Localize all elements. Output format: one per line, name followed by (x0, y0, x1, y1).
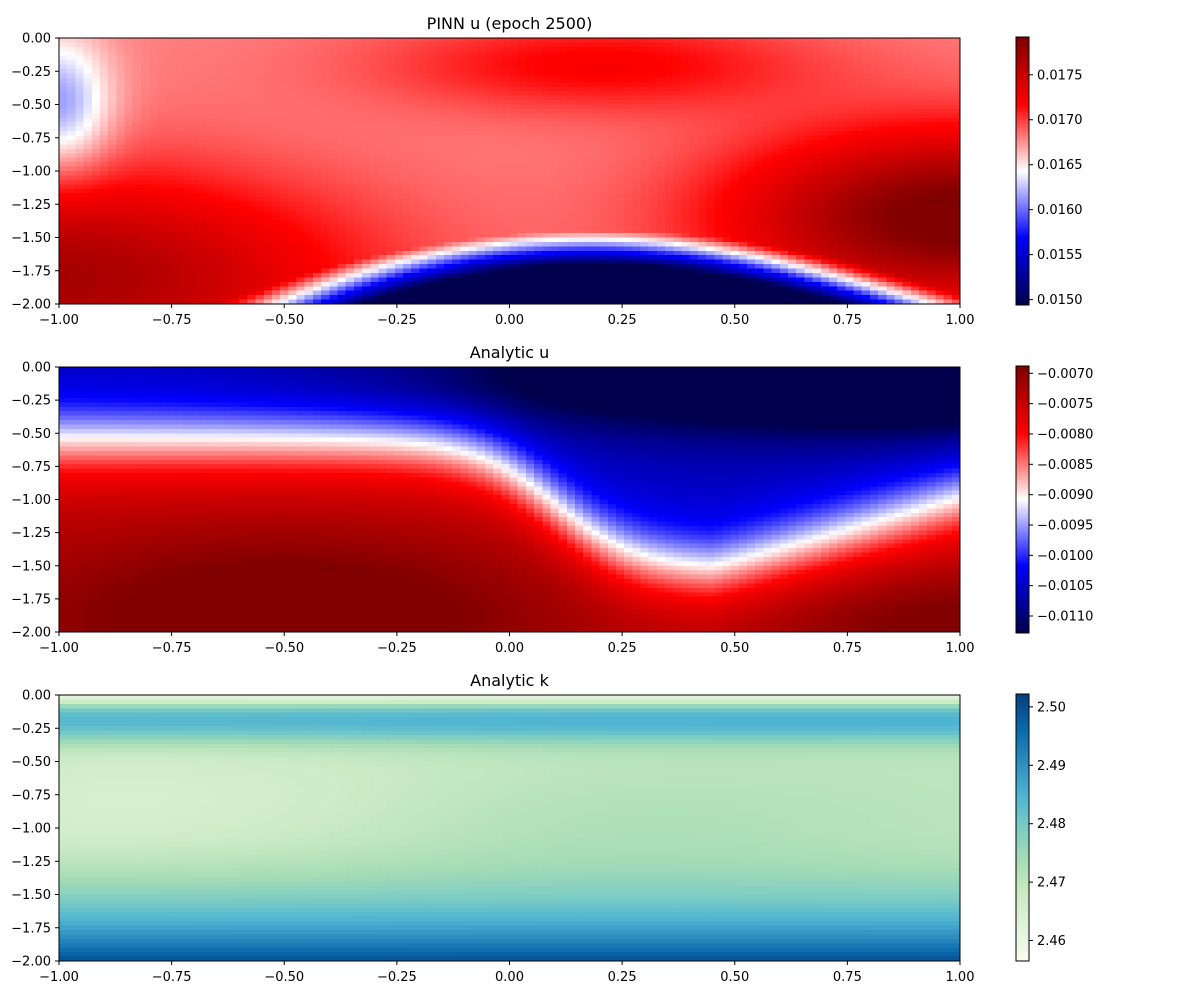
heatmap-image (59, 38, 960, 304)
x-tick-label: 0.75 (833, 313, 862, 328)
y-tick-label: −1.75 (11, 264, 51, 279)
colorbar-tick-label: −0.0090 (1037, 488, 1093, 503)
y-tick-label: −0.25 (11, 722, 51, 737)
colorbar (1016, 37, 1029, 305)
y-tick-label: −2.00 (11, 955, 51, 970)
y-tick-label: −1.50 (11, 888, 51, 903)
x-tick-label: 0.25 (608, 970, 637, 985)
y-tick-label: −1.75 (11, 921, 51, 936)
x-tick-label: −0.75 (152, 970, 192, 985)
y-tick-label: −1.25 (11, 198, 51, 213)
heatmap-image (59, 367, 960, 632)
y-tick-label: −2.00 (11, 626, 51, 641)
y-tick-label: −1.25 (11, 526, 51, 541)
colorbar-frame (1015, 36, 1030, 306)
colorbar-tick-label: 0.0170 (1037, 113, 1083, 128)
x-tick-label: −0.75 (152, 313, 192, 328)
y-tick-label: −1.00 (11, 493, 51, 508)
x-tick-label: 1.00 (946, 641, 975, 656)
x-tick-label: −0.75 (152, 641, 192, 656)
colorbar-tick-label: 2.47 (1037, 876, 1066, 891)
x-tick-label: −1.00 (39, 641, 79, 656)
x-tick-label: 0.50 (720, 313, 749, 328)
x-tick-label: 0.75 (833, 970, 862, 985)
x-tick-label: 1.00 (946, 313, 975, 328)
panel-title: Analytic k (470, 671, 549, 690)
x-tick-label: −0.50 (264, 313, 304, 328)
y-tick-label: −0.75 (11, 131, 51, 146)
colorbar-frame (1015, 693, 1030, 962)
colorbar-tick-label: 2.49 (1037, 759, 1066, 774)
colorbar-tick-label: 2.50 (1037, 700, 1066, 715)
x-tick-label: 0.50 (720, 970, 749, 985)
x-tick-label: −0.25 (377, 313, 417, 328)
y-tick-label: −1.50 (11, 231, 51, 246)
y-tick-label: −1.00 (11, 165, 51, 180)
panel-title: Analytic u (470, 343, 550, 362)
x-tick-label: 0.25 (608, 641, 637, 656)
x-tick-label: 0.00 (495, 970, 524, 985)
x-tick-label: 0.00 (495, 641, 524, 656)
y-tick-label: 0.00 (22, 689, 51, 704)
y-tick-label: 0.00 (22, 361, 51, 376)
colorbar-tick-label: −0.0080 (1037, 427, 1093, 442)
y-tick-label: −1.50 (11, 559, 51, 574)
panel-title: PINN u (epoch 2500) (427, 14, 593, 33)
colorbar-tick-label: 2.48 (1037, 817, 1066, 832)
colorbar-frame (1015, 365, 1030, 634)
colorbar-tick-label: −0.0070 (1037, 367, 1093, 382)
y-tick-label: −0.25 (11, 65, 51, 80)
x-tick-label: 1.00 (946, 970, 975, 985)
y-tick-label: −0.75 (11, 460, 51, 475)
x-tick-label: −0.50 (264, 970, 304, 985)
x-tick-label: −1.00 (39, 313, 79, 328)
y-tick-label: −0.25 (11, 394, 51, 409)
y-tick-label: −1.75 (11, 592, 51, 607)
y-tick-label: −0.50 (11, 755, 51, 770)
panel-3: Analytic k −1.00 −0.75 −0.50 −0.25 0.00 0.25 0.… (11, 671, 1066, 985)
colorbar (1016, 366, 1029, 633)
y-tick-label: −1.25 (11, 855, 51, 870)
x-tick-label: −0.25 (377, 641, 417, 656)
colorbar-tick-label: 2.46 (1037, 934, 1066, 949)
y-tick-label: −0.50 (11, 427, 51, 442)
heatmap-image (59, 695, 960, 961)
y-tick-label: −1.00 (11, 822, 51, 837)
colorbar-tick-label: −0.0110 (1037, 610, 1093, 625)
y-tick-label: −0.50 (11, 98, 51, 113)
x-tick-label: 0.50 (720, 641, 749, 656)
colorbar-tick-label: −0.0095 (1037, 518, 1093, 533)
y-tick-label: −2.00 (11, 298, 51, 313)
colorbar-tick-label: −0.0075 (1037, 397, 1093, 412)
colorbar-tick-label: 0.0160 (1037, 203, 1083, 218)
colorbar (1016, 694, 1029, 961)
colorbar-tick-label: −0.0105 (1037, 579, 1093, 594)
x-tick-label: 0.00 (495, 313, 524, 328)
panel-1: PINN u (epoch 2500) −1.00 −0.75 −0.50 −0.25 0… (11, 14, 1082, 328)
y-tick-label: −0.75 (11, 788, 51, 803)
colorbar-tick-label: −0.0085 (1037, 458, 1093, 473)
x-tick-label: −1.00 (39, 970, 79, 985)
panel-2: Analytic u −1.00 −0.75 −0.50 −0.25 0.00 0.25 0.… (11, 343, 1093, 656)
colorbar-tick-label: 0.0175 (1037, 68, 1083, 83)
colorbar-tick-label: 0.0150 (1037, 293, 1083, 308)
x-tick-label: 0.25 (608, 313, 637, 328)
x-tick-label: −0.50 (264, 641, 304, 656)
colorbar-tick-label: 0.0165 (1037, 158, 1083, 173)
colorbar-tick-label: −0.0100 (1037, 549, 1093, 564)
colorbar-tick-label: 0.0155 (1037, 248, 1083, 263)
x-tick-label: 0.75 (833, 641, 862, 656)
x-tick-label: −0.25 (377, 970, 417, 985)
y-tick-label: 0.00 (22, 32, 51, 47)
